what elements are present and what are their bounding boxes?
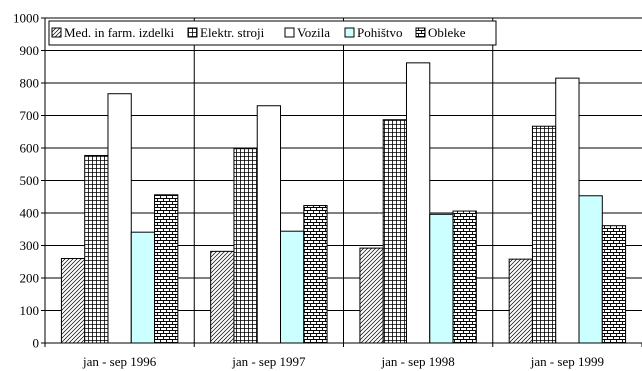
y-tick-label: 700 [20, 108, 40, 123]
bar-obleke-3 [601, 225, 627, 344]
legend: Med. in farm. izdelki Elektr. stroji Vozil… [48, 20, 497, 46]
x-tick-label: jan - sep 1996 [82, 354, 157, 369]
y-tick-label: 1000 [13, 11, 39, 26]
y-tick-label: 0 [33, 336, 40, 351]
x-tick-label: jan - sep 1999 [530, 354, 604, 369]
legend-label: Obleke [428, 25, 466, 40]
bar-pohi-tvo-0 [130, 231, 156, 344]
bar-pohi-tvo-1 [280, 230, 305, 344]
bar-obleke-0 [154, 194, 179, 344]
bar-elektr-stroji-2 [382, 119, 407, 344]
bar-pohi-tvo-2 [429, 213, 454, 344]
x-tick-label: jan - sep 1997 [231, 354, 306, 369]
y-tick-label: 900 [20, 43, 40, 58]
legend-swatch [51, 27, 62, 38]
bar-vozila-3 [555, 77, 580, 344]
bar-obleke-1 [303, 205, 328, 344]
y-tick-label: 400 [20, 206, 40, 221]
bar-med-in-farm-izdelki-3 [508, 258, 533, 344]
bar-med-in-farm-izdelki-1 [210, 250, 235, 344]
legend-swatch [284, 27, 295, 38]
bar-elektr-stroji-0 [84, 154, 109, 344]
bars-layer [60, 62, 627, 344]
bar-vozila-1 [256, 105, 282, 344]
bar-vozila-0 [107, 93, 132, 344]
y-tick-label: 300 [20, 238, 40, 253]
bar-vozila-2 [405, 62, 431, 344]
x-tick-label: jan - sep 1998 [380, 354, 454, 369]
y-tick-label: 600 [20, 141, 40, 156]
axes-layer: 0 100 200 300 400 500 600 700 800 900 1000 jan - se… [13, 11, 642, 369]
bar-pohi-tvo-3 [578, 195, 603, 344]
bar-obleke-2 [452, 210, 477, 344]
legend-swatch [415, 27, 426, 38]
y-tick-label: 800 [20, 76, 40, 91]
legend-label: Elektr. stroji [200, 25, 265, 40]
bar-elektr-stroji-1 [233, 148, 258, 344]
bar-elektr-stroji-3 [531, 125, 557, 344]
legend-swatch [344, 27, 355, 38]
legend-label: Vozila [297, 25, 330, 40]
bar-med-in-farm-izdelki-0 [60, 258, 86, 344]
bar-med-in-farm-izdelki-2 [359, 247, 384, 344]
legend-swatch [187, 27, 198, 38]
legend-label: Pohištvo [357, 25, 403, 40]
y-tick-label: 200 [20, 271, 40, 286]
legend-label: Med. in farm. izdelki [64, 25, 174, 40]
y-tick-label: 100 [20, 303, 40, 318]
y-tick-label: 500 [20, 173, 40, 188]
